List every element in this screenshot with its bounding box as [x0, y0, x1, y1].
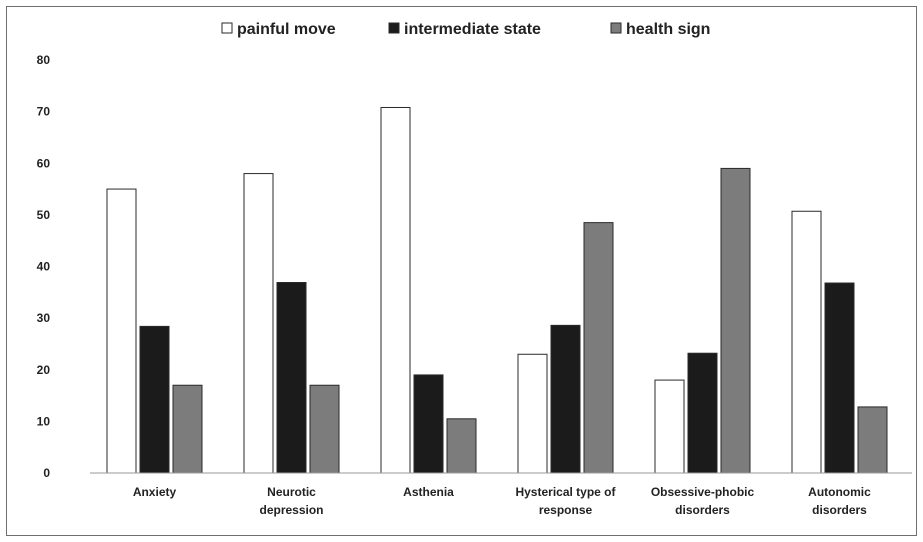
legend-label: health sign [626, 21, 710, 38]
bar-health-sign [172, 384, 203, 474]
legend-swatch [610, 22, 622, 34]
bars-group [106, 106, 888, 474]
bar-painful-move [106, 188, 137, 474]
bar-intermediate-state [687, 352, 718, 474]
x-category-label: Anxiety [133, 485, 177, 499]
bar-health-sign [446, 418, 477, 474]
x-category-label: response [539, 503, 593, 517]
bar-intermediate-state [413, 374, 444, 474]
bar-health-sign [309, 384, 340, 474]
y-tick-label: 40 [37, 260, 51, 274]
bar-health-sign [583, 222, 614, 474]
x-category-label: Neurotic [267, 485, 316, 499]
x-category-label: depression [259, 503, 323, 517]
legend-label: painful move [237, 21, 336, 38]
y-axis: 0 10 20 30 40 50 60 70 80 [37, 53, 51, 480]
x-category-label: Obsessive-phobic [651, 485, 755, 499]
x-category-label: Asthenia [403, 485, 454, 499]
bar-intermediate-state [139, 325, 170, 474]
legend: painful move intermediate state health sig… [221, 21, 710, 38]
y-tick-label: 30 [37, 311, 51, 325]
y-tick-label: 60 [37, 156, 51, 170]
x-category-label: disorders [812, 503, 867, 517]
y-tick-label: 0 [43, 466, 50, 480]
bar-health-sign [857, 406, 888, 474]
legend-label: intermediate state [404, 21, 541, 38]
x-axis: Anxiety Neurotic depression Asthenia Hysteri… [90, 472, 912, 517]
bar-painful-move [791, 210, 822, 474]
bar-intermediate-state [276, 282, 307, 474]
bar-intermediate-state [550, 324, 581, 474]
y-tick-label: 10 [37, 414, 51, 428]
y-tick-label: 70 [37, 105, 51, 119]
y-tick-label: 80 [37, 53, 51, 67]
legend-swatch [388, 22, 400, 34]
bar-intermediate-state [824, 282, 855, 474]
bar-painful-move [243, 173, 274, 474]
x-category-label: disorders [675, 503, 730, 517]
bar-health-sign [720, 167, 751, 474]
bar-painful-move [380, 106, 411, 474]
y-tick-label: 20 [37, 363, 51, 377]
x-category-label: Autonomic [808, 485, 871, 499]
x-category-label: Hysterical type of [515, 485, 616, 499]
bar-painful-move [517, 353, 548, 474]
y-tick-label: 50 [37, 208, 51, 222]
bar-painful-move [654, 379, 685, 474]
legend-swatch [221, 22, 233, 34]
